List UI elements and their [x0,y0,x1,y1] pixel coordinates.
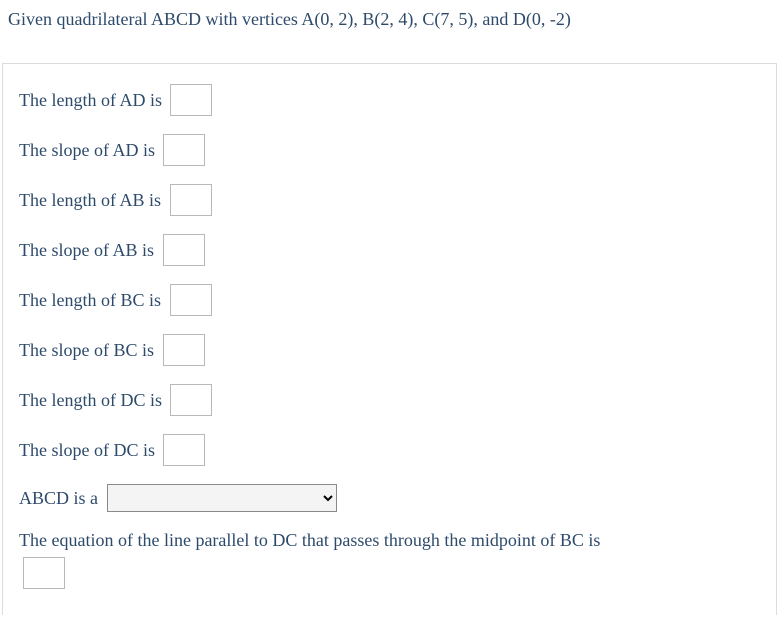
label-parallel-eq: The equation of the line parallel to DC … [19,530,600,551]
row-ab-slope: The slope of AB is [19,234,760,266]
input-ab-slope[interactable] [163,234,205,266]
row-bc-slope: The slope of BC is [19,334,760,366]
row-bc-length: The length of BC is [19,284,760,316]
answer-panel: The length of AD is The slope of AD is T… [2,63,777,615]
input-bc-length[interactable] [170,284,212,316]
label-shape: ABCD is a [19,488,103,509]
label-bc-length: The length of BC is [19,290,166,311]
label-ab-length: The length of AB is [19,190,166,211]
label-bc-slope: The slope of BC is [19,340,159,361]
label-ad-length: The length of AD is [19,90,166,111]
input-parallel-eq[interactable] [23,557,65,589]
row-dc-length: The length of DC is [19,384,760,416]
label-dc-slope: The slope of DC is [19,440,159,461]
row-ab-length: The length of AB is [19,184,760,216]
row-parallel-eq-input [19,557,760,589]
input-dc-length[interactable] [170,384,212,416]
input-bc-slope[interactable] [163,334,205,366]
row-parallel-eq: The equation of the line parallel to DC … [19,530,760,551]
input-ad-slope[interactable] [163,134,205,166]
label-ab-slope: The slope of AB is [19,240,159,261]
row-dc-slope: The slope of DC is [19,434,760,466]
input-ab-length[interactable] [170,184,212,216]
prompt-text: Given quadrilateral ABCD with vertices A… [8,9,571,29]
label-ad-slope: The slope of AD is [19,140,159,161]
input-ad-length[interactable] [170,84,212,116]
row-shape: ABCD is a [19,484,760,512]
label-dc-length: The length of DC is [19,390,166,411]
row-ad-slope: The slope of AD is [19,134,760,166]
select-shape[interactable] [107,484,337,512]
row-ad-length: The length of AD is [19,84,760,116]
question-prompt: Given quadrilateral ABCD with vertices A… [0,0,779,63]
input-dc-slope[interactable] [163,434,205,466]
